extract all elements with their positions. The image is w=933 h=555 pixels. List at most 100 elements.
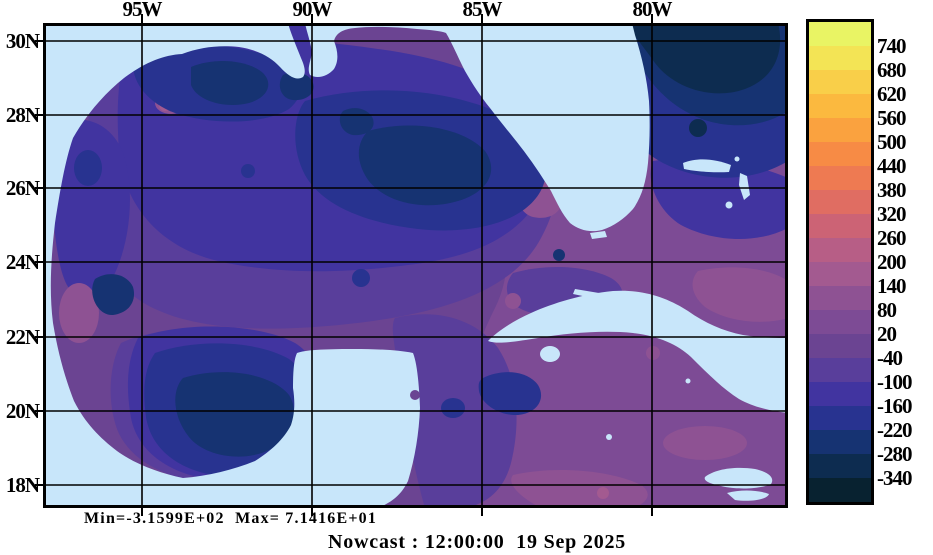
land-grand-bahama [683,159,731,173]
land-eleuthera [739,173,750,200]
map-panel [43,23,788,508]
lon-tick-label: 95W [122,0,163,21]
colorbar-tick-label: -100 [877,370,913,394]
sea-navy-dot-4 [441,398,465,418]
sea-patch-mexico-coast [59,283,99,343]
colorbar-segment [809,214,871,238]
land-bahama-cay-2 [734,156,740,162]
sea-region-west-coastal-deep [52,119,130,297]
colorbar-tick-label: 620 [877,82,907,106]
colorbar-tick-label: 80 [877,298,897,322]
colorbar-tick-label: 380 [877,178,907,202]
yucatan-lagoon [410,390,420,400]
colorbar-segment [809,358,871,382]
colorbar-segment [809,142,871,166]
colorbar-segment [809,190,871,214]
sea-dot-mauve-1 [646,346,660,360]
graticule [43,23,788,508]
colorbar-segment [809,406,871,430]
lon-tick-label: 80W [632,0,673,21]
colorbar-segment [809,94,871,118]
sea-dot-pink-3 [597,487,609,499]
sea-navy-south-cuba [478,372,542,416]
figure-title: Nowcast : 12:00:00 19 Sep 2025 [328,531,627,553]
colorbar-segment [809,286,871,310]
colorbar-tick-label: -340 [877,466,913,490]
land-jamaica-sliver [727,490,769,501]
lon-tick-mark [651,14,653,23]
lon-tick-mark [311,508,313,516]
colorbar-segment [809,238,871,262]
lon-tick-mark [141,14,143,23]
lat-tick-label: 26N [5,176,40,200]
lon-tick-mark [481,508,483,516]
land-cay-caribbean [606,434,612,440]
colorbar-tick-label: 560 [877,106,907,130]
land-isle-of-youth [540,346,560,362]
colorbar-tick-label: 200 [877,250,907,274]
colorbar-tick-label: 740 [877,34,907,58]
colorbar-segment [809,46,871,70]
land-florida-keys [590,231,607,239]
colorbar-segment [809,454,871,478]
land-jamaica [704,467,773,489]
colorbar-segment [809,310,871,334]
colorbar-segment [809,334,871,358]
land-mainland-east-florida [305,23,650,232]
sea-dark-delta-1 [191,61,269,105]
sea-patch-cayman [663,426,747,460]
map-frame [43,23,788,508]
lat-tick-mark [35,261,43,263]
lon-tick-label: 85W [462,0,503,21]
colorbar-segment [809,430,871,454]
land-mainland-west [43,23,420,508]
land-cuba [488,290,788,413]
colorbar-tick-label: -40 [877,346,903,370]
lat-tick-mark [35,336,43,338]
colorbar-tick-label: 140 [877,274,907,298]
sea-region-ne-bahamas [650,157,788,240]
lon-tick-mark [481,14,483,23]
lon-tick-mark [141,508,143,516]
sea-dark-delta-2 [279,72,314,101]
lat-tick-label: 22N [5,325,40,349]
sea-dark-dot-keys [553,249,565,261]
sea-dark-west-spot [92,274,135,316]
lat-tick-label: 24N [5,250,40,274]
colorbar-segment [809,478,871,502]
lat-tick-mark [35,410,43,412]
sea-patch-south-caribbean [511,470,648,508]
colorbar-tick-label: -160 [877,394,913,418]
lat-tick-mark [35,187,43,189]
lon-tick-mark [651,508,653,516]
gulf-of-mexico-field-map [43,23,788,508]
colorbar-tick-label: 320 [877,202,907,226]
lat-tick-label: 18N [5,473,40,497]
colorbar-segment [809,166,871,190]
colorbar-tick-label: 260 [877,226,907,250]
sea-dark-loop-core [358,125,492,206]
land-cay-south-cuba [685,378,691,384]
sea-navy-dot-3 [74,150,102,186]
colorbar-tick-label: 680 [877,58,907,82]
lat-tick-mark [35,114,43,116]
sea-navy-dot-2 [352,269,370,287]
sea-dot-mauve-2 [505,293,521,309]
lat-tick-mark [35,40,43,42]
colorbar-tick-label: 20 [877,322,897,346]
lat-tick-label: 20N [5,399,40,423]
lat-tick-label: 30N [5,29,40,53]
land-cay-sal [573,289,599,299]
colorbar-tick-label: 440 [877,154,907,178]
colorbar-segment [809,262,871,286]
colorbar-segment [809,22,871,46]
sea-navy-dot-1 [241,164,255,178]
colorbar [806,19,874,505]
lat-tick-mark [35,484,43,486]
lat-tick-label: 28N [5,103,40,127]
lon-tick-mark [311,14,313,23]
colorbar-segment [809,382,871,406]
sea-patch-ne-cuba [692,267,788,322]
colorbar-tick-label: -220 [877,418,913,442]
